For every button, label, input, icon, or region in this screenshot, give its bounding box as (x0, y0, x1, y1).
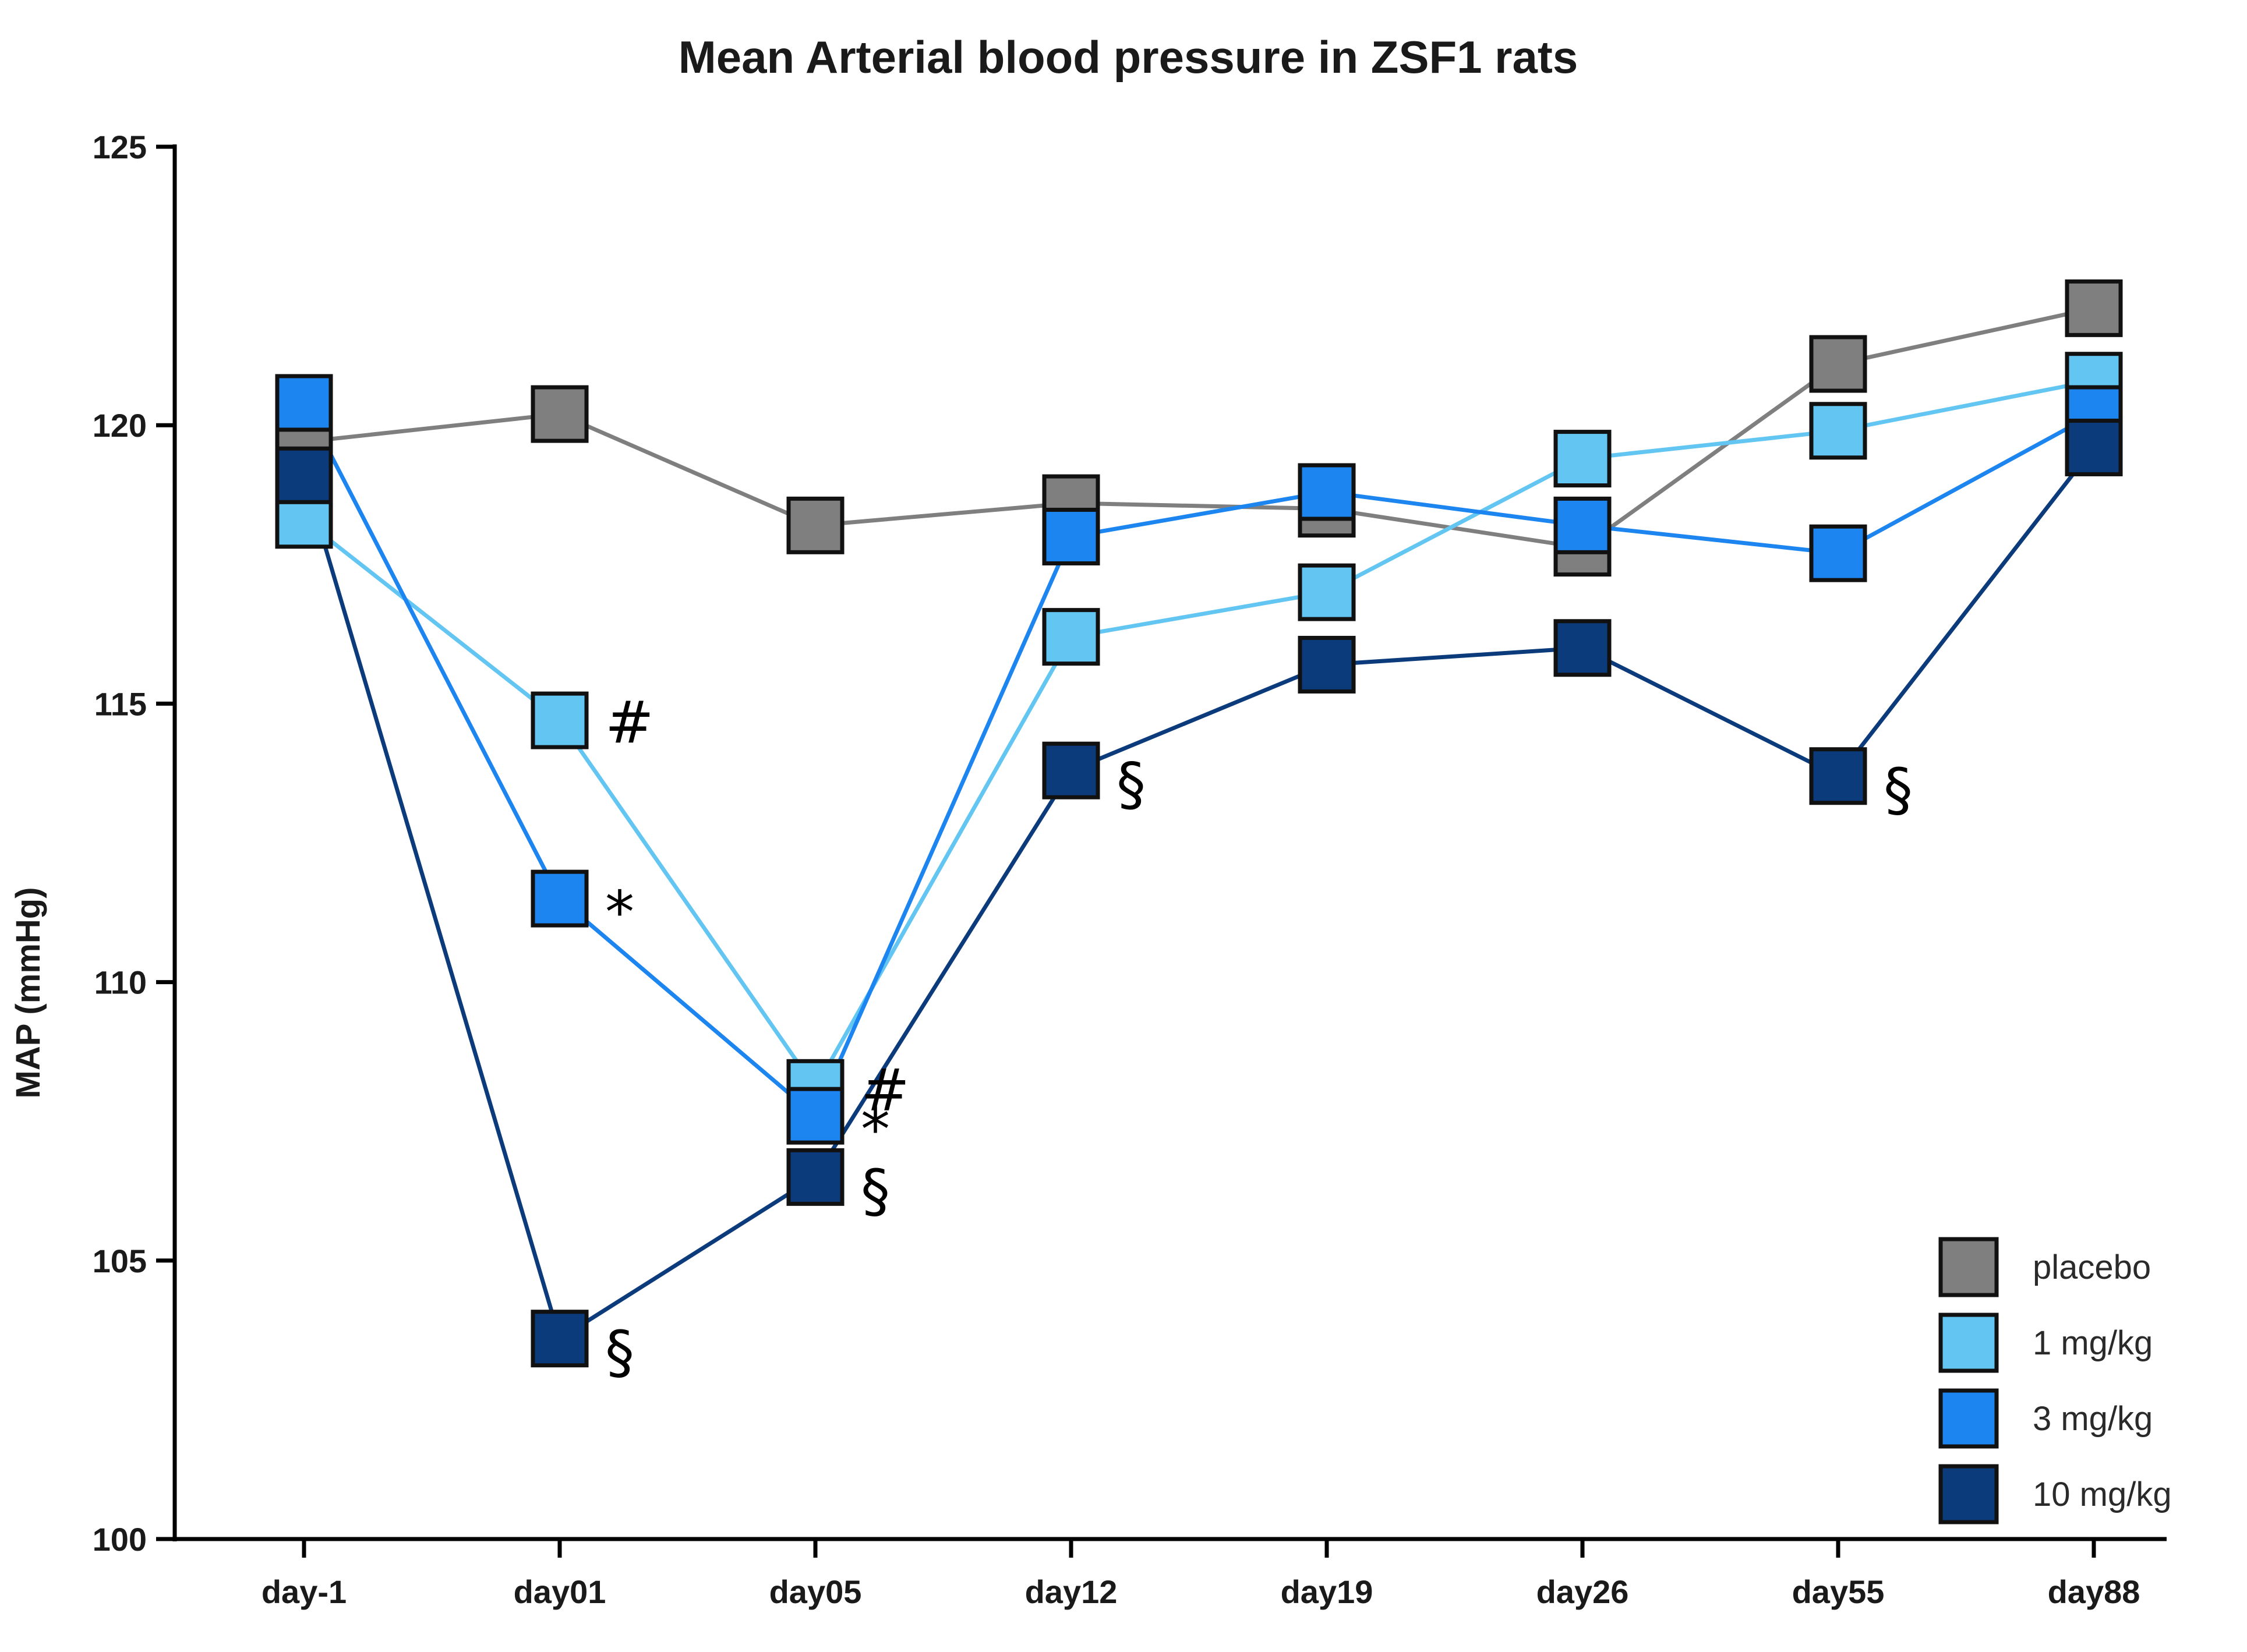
marker-placebo-day05 (786, 496, 845, 554)
annotation-day12-10-mg-kg: § (1117, 750, 1146, 818)
marker-1-mg-kg-day55 (1809, 402, 1867, 460)
y-axis-label: MAP (mmHg) (9, 887, 47, 1098)
marker-placebo-day55 (1809, 335, 1867, 393)
marker-placebo-day88 (2065, 279, 2123, 337)
marker-10-mg-kg-day26 (1553, 619, 1612, 677)
marker-1-mg-kg-day01 (531, 691, 589, 749)
marker-10-mg-kg-day-1 (275, 446, 333, 504)
annotation-day05-3-mg-kg: * (861, 1095, 890, 1163)
legend-swatch (1938, 1388, 1999, 1449)
annotation-day05-10-mg-kg: § (861, 1156, 890, 1225)
chart-title: Mean Arterial blood pressure in ZSF1 rat… (679, 31, 1578, 83)
marker-10-mg-kg-day55 (1809, 747, 1867, 805)
y-tick-label: 125 (93, 129, 147, 165)
x-tick-label: day19 (1281, 1573, 1373, 1610)
legend-label: placebo (2033, 1248, 2151, 1286)
x-tick-label: day26 (1536, 1573, 1629, 1610)
legend: placebo 1 mg/kg 3 mg/kg 10 mg/kg (1938, 1237, 2172, 1524)
annotation-day01-3-mg-kg: * (605, 878, 634, 946)
legend-label: 1 mg/kg (2033, 1324, 2153, 1362)
x-tick-label: day05 (769, 1573, 862, 1610)
series-markers (275, 279, 2123, 1368)
x-tick-label: day88 (2048, 1573, 2140, 1610)
marker-1-mg-kg-day12 (1042, 608, 1100, 666)
marker-3-mg-kg-day05 (786, 1087, 845, 1145)
series-line-3-mg-kg (302, 402, 2095, 1118)
marker-3-mg-kg-day55 (1809, 524, 1867, 582)
series-lines (302, 306, 2096, 1341)
marker-10-mg-kg-day19 (1298, 635, 1356, 694)
marker-1-mg-kg-day19 (1298, 563, 1356, 621)
legend-label: 3 mg/kg (2033, 1400, 2153, 1438)
legend-swatch (1938, 1237, 1999, 1297)
annotation-day01-10-mg-kg: § (605, 1318, 634, 1386)
legend-swatch (1938, 1464, 1999, 1524)
marker-10-mg-kg-day12 (1042, 741, 1100, 800)
marker-3-mg-kg-day19 (1298, 463, 1356, 521)
marker-3-mg-kg-day26 (1553, 496, 1612, 554)
axes: 100 105 110 115 120 125 day-1 day01 day05 day12 da… (93, 129, 2167, 1610)
series-line-placebo (303, 306, 2094, 550)
annotation-day05-1-mg-kg: # (861, 1056, 910, 1124)
legend-swatch (1938, 1313, 1999, 1373)
marker-10-mg-kg-day88 (2065, 418, 2123, 476)
legend-label: 10 mg/kg (2033, 1476, 2172, 1513)
y-tick-label: 115 (94, 685, 147, 722)
y-tick-label: 120 (93, 407, 147, 444)
marker-10-mg-kg-day05 (786, 1148, 845, 1206)
marker-1-mg-kg-day26 (1553, 430, 1612, 488)
x-tick-label: day01 (514, 1573, 606, 1610)
marker-3-mg-kg-day01 (531, 869, 589, 928)
marker-3-mg-kg-day12 (1042, 507, 1100, 565)
series-line-10-mg-kg (302, 446, 2096, 1341)
x-tick-label: day55 (1792, 1573, 1885, 1610)
annotation-day55-10-mg-kg: § (1884, 756, 1913, 824)
significance-annotations: #*§#*§§ § (605, 688, 1913, 1386)
y-tick-label: 100 (93, 1521, 147, 1558)
marker-10-mg-kg-day01 (531, 1310, 589, 1368)
y-tick-label: 105 (93, 1243, 147, 1279)
marker-3-mg-kg-day-1 (275, 374, 333, 432)
annotation-day01-1-mg-kg: # (605, 688, 654, 756)
series-line-1-mg-kg (302, 378, 2094, 1090)
y-tick-label: 110 (94, 964, 147, 1001)
x-tick-label: day12 (1025, 1573, 1118, 1610)
marker-placebo-day01 (531, 385, 589, 443)
x-tick-label: day-1 (262, 1573, 347, 1610)
